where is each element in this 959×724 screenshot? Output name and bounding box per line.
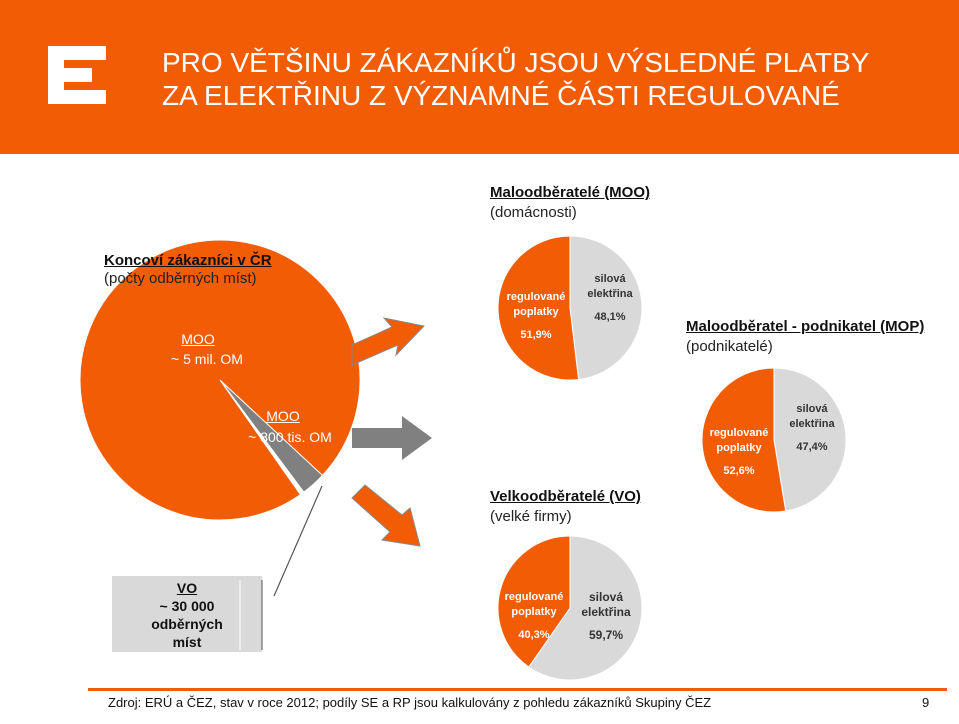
mop-reg-line1: regulované [709,427,769,439]
customers-title: Koncoví zákazníci v ČR [104,252,272,269]
title-line-2: ZA ELEKTŘINU Z VÝZNAMNÉ ČÁSTI REGULOVANÉ [162,80,840,111]
arrow-to-mop [352,416,432,460]
moo-reg-line1: regulované [506,291,566,303]
page-title: PRO VĚTŠINU ZÁKAZNÍKŮ JSOU VÝSLEDNÉ PLAT… [162,46,869,112]
mop-reg-value: 52,6% [723,465,755,477]
moo-regulated-slice [497,235,580,381]
customers-pie [79,239,361,521]
moo-slice-label: MOO [181,331,215,347]
moo-sil-line1: silová [594,273,626,285]
vo-reg-line2: poplatky [511,606,557,618]
mop-reg-label: regulované poplatky 52,6% [699,426,779,479]
vo-box-value-3: míst [172,634,202,650]
arrow-to-moo [351,317,425,366]
mop-sil-label: silová elektřina 47,4% [772,402,852,455]
vo-box [112,576,262,652]
vo-connector-line [273,485,323,597]
vo-box-label: VO [176,580,198,596]
mop-pie [701,367,847,513]
vo-sil-value: 59,7% [588,628,624,642]
mop-group-subtitle: (podnikatelé) [686,338,773,355]
moo-reg-line2: poplatky [513,306,559,318]
mop-sil-line1: silová [796,403,828,415]
vo-reg-value: 40,3% [518,629,550,641]
cez-logo-icon [48,46,106,104]
mop-group-title: Maloodběratel - podnikatel (MOP) [686,318,925,335]
moo-slice-value: ~ 5 mil. OM [171,351,243,367]
mop-sil-value: 47,4% [796,441,828,453]
mop-sil-line2: elektřina [789,418,835,430]
moo-reg-value: 51,9% [520,329,552,341]
moo-reg-label: regulované poplatky 51,9% [496,290,576,343]
vo-box-value-1: ~ 30 000 [159,598,215,614]
vo-reg-label: regulované poplatky 40,3% [494,590,574,643]
moo-pie [497,235,643,381]
vo-reg-line1: regulované [504,591,564,603]
vo-sil-label: silová elektřina 59,7% [566,590,646,643]
footer-source: Zdroj: ERÚ a ČEZ, stav v roce 2012; podí… [108,695,712,710]
vo-group-subtitle: (velké firmy) [490,508,572,525]
vo-sil-line1: silová [588,590,624,604]
moo-group-title: Maloodběratelé (MOO) [490,184,651,201]
vo-electricity-slice [528,535,643,681]
moo-sil-label: silová elektřina 48,1% [570,272,650,325]
moo-electricity-slice [569,235,643,381]
moo-sil-value: 48,1% [594,311,626,323]
moo-sil-line2: elektřina [587,288,633,300]
title-line-1: PRO VĚTŠINU ZÁKAZNÍKŮ JSOU VÝSLEDNÉ PLAT… [162,47,870,78]
vo-pie [497,535,643,681]
vo-group-title: Velkoodběratelé (VO) [490,488,641,505]
mop-reg-line2: poplatky [716,442,762,454]
mop-slice-label: MOO [266,408,300,424]
mop-electricity-slice [773,367,847,512]
header-banner [0,0,959,154]
arrow-to-vo [351,484,421,547]
footer-bar [88,688,947,724]
customers-subtitle: (počty odběrných míst) [104,270,257,287]
page-number: 9 [922,695,930,710]
moo-group-subtitle: (domácnosti) [490,204,577,221]
vo-regulated-slice [497,535,571,668]
vo-sil-line2: elektřina [581,605,631,619]
mop-slice-value: ~ 800 tis. OM [248,429,332,445]
vo-box-text: VO ~ 30 000 odběrných míst [112,579,262,651]
vo-box-value-2: odběrných [151,616,223,632]
mop-regulated-slice [701,367,787,513]
